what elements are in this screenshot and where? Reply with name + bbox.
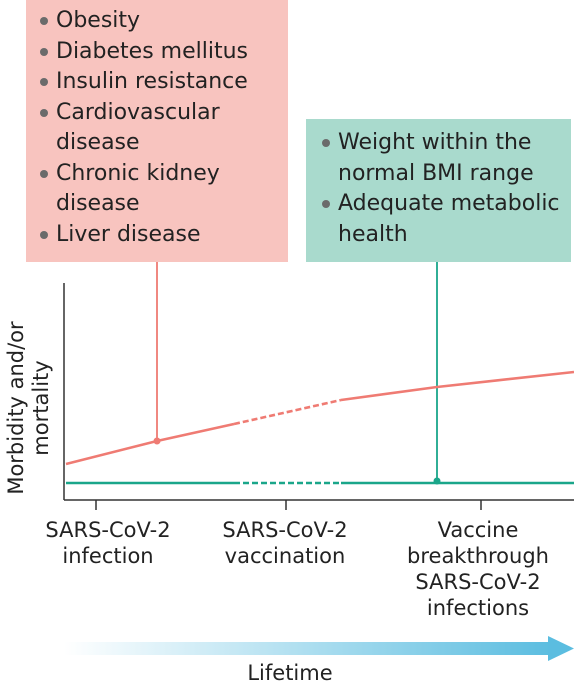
tick-breakthrough-line3: SARS-CoV-2 xyxy=(415,570,541,594)
protective-factors-box: Weight within the normal BMI range Adequ… xyxy=(306,119,571,262)
risk-factors-list: Obesity Diabetes mellitus Insulin resist… xyxy=(34,6,284,250)
risk-curve-solid-right xyxy=(340,370,574,402)
tick-breakthrough-line4: infections xyxy=(426,596,530,620)
tick-infection-line1: SARS-CoV-2 xyxy=(45,518,171,542)
tick-infection-line2: infection xyxy=(62,544,154,568)
tick-vaccination-line1: SARS-CoV-2 xyxy=(222,518,348,542)
risk-factor-obesity: Obesity xyxy=(34,6,284,37)
risk-factor-diabetes: Diabetes mellitus xyxy=(34,37,284,68)
y-axis-label-line1: Morbidity and/or xyxy=(4,321,28,495)
protective-factors-list: Weight within the normal BMI range Adequ… xyxy=(316,128,566,250)
x-axis-label: Lifetime xyxy=(247,661,333,685)
risk-factor-kidney: Chronic kidney disease xyxy=(34,159,284,220)
lifetime-arrow-shaft xyxy=(64,642,552,655)
risk-factors-box: Obesity Diabetes mellitus Insulin resist… xyxy=(26,0,288,262)
risk-factor-insulin-resistance: Insulin resistance xyxy=(34,67,284,98)
y-axis-label-line2: mortality xyxy=(29,360,53,456)
risk-factor-cardiovascular: Cardiovascular disease xyxy=(34,98,284,159)
risk-curve-solid-left xyxy=(65,422,235,466)
lifetime-arrow-head xyxy=(548,636,574,661)
risk-curve-dashed xyxy=(233,398,342,426)
risk-factor-liver: Liver disease xyxy=(34,220,284,251)
tick-label-infection: SARS-CoV-2 infection xyxy=(18,517,198,569)
tick-label-breakthrough: Vaccine breakthrough SARS-CoV-2 infectio… xyxy=(378,517,574,621)
protective-factor-metabolic: Adequate metabolic health xyxy=(316,189,566,250)
tick-label-vaccination: SARS-CoV-2 vaccination xyxy=(195,517,375,569)
tick-breakthrough-line2: breakthrough xyxy=(407,544,549,568)
protective-factor-bmi: Weight within the normal BMI range xyxy=(316,128,566,189)
y-axis-label: Morbidity and/or mortality xyxy=(4,308,54,508)
tick-breakthrough-line1: Vaccine xyxy=(437,518,519,542)
tick-vaccination-line2: vaccination xyxy=(224,544,346,568)
